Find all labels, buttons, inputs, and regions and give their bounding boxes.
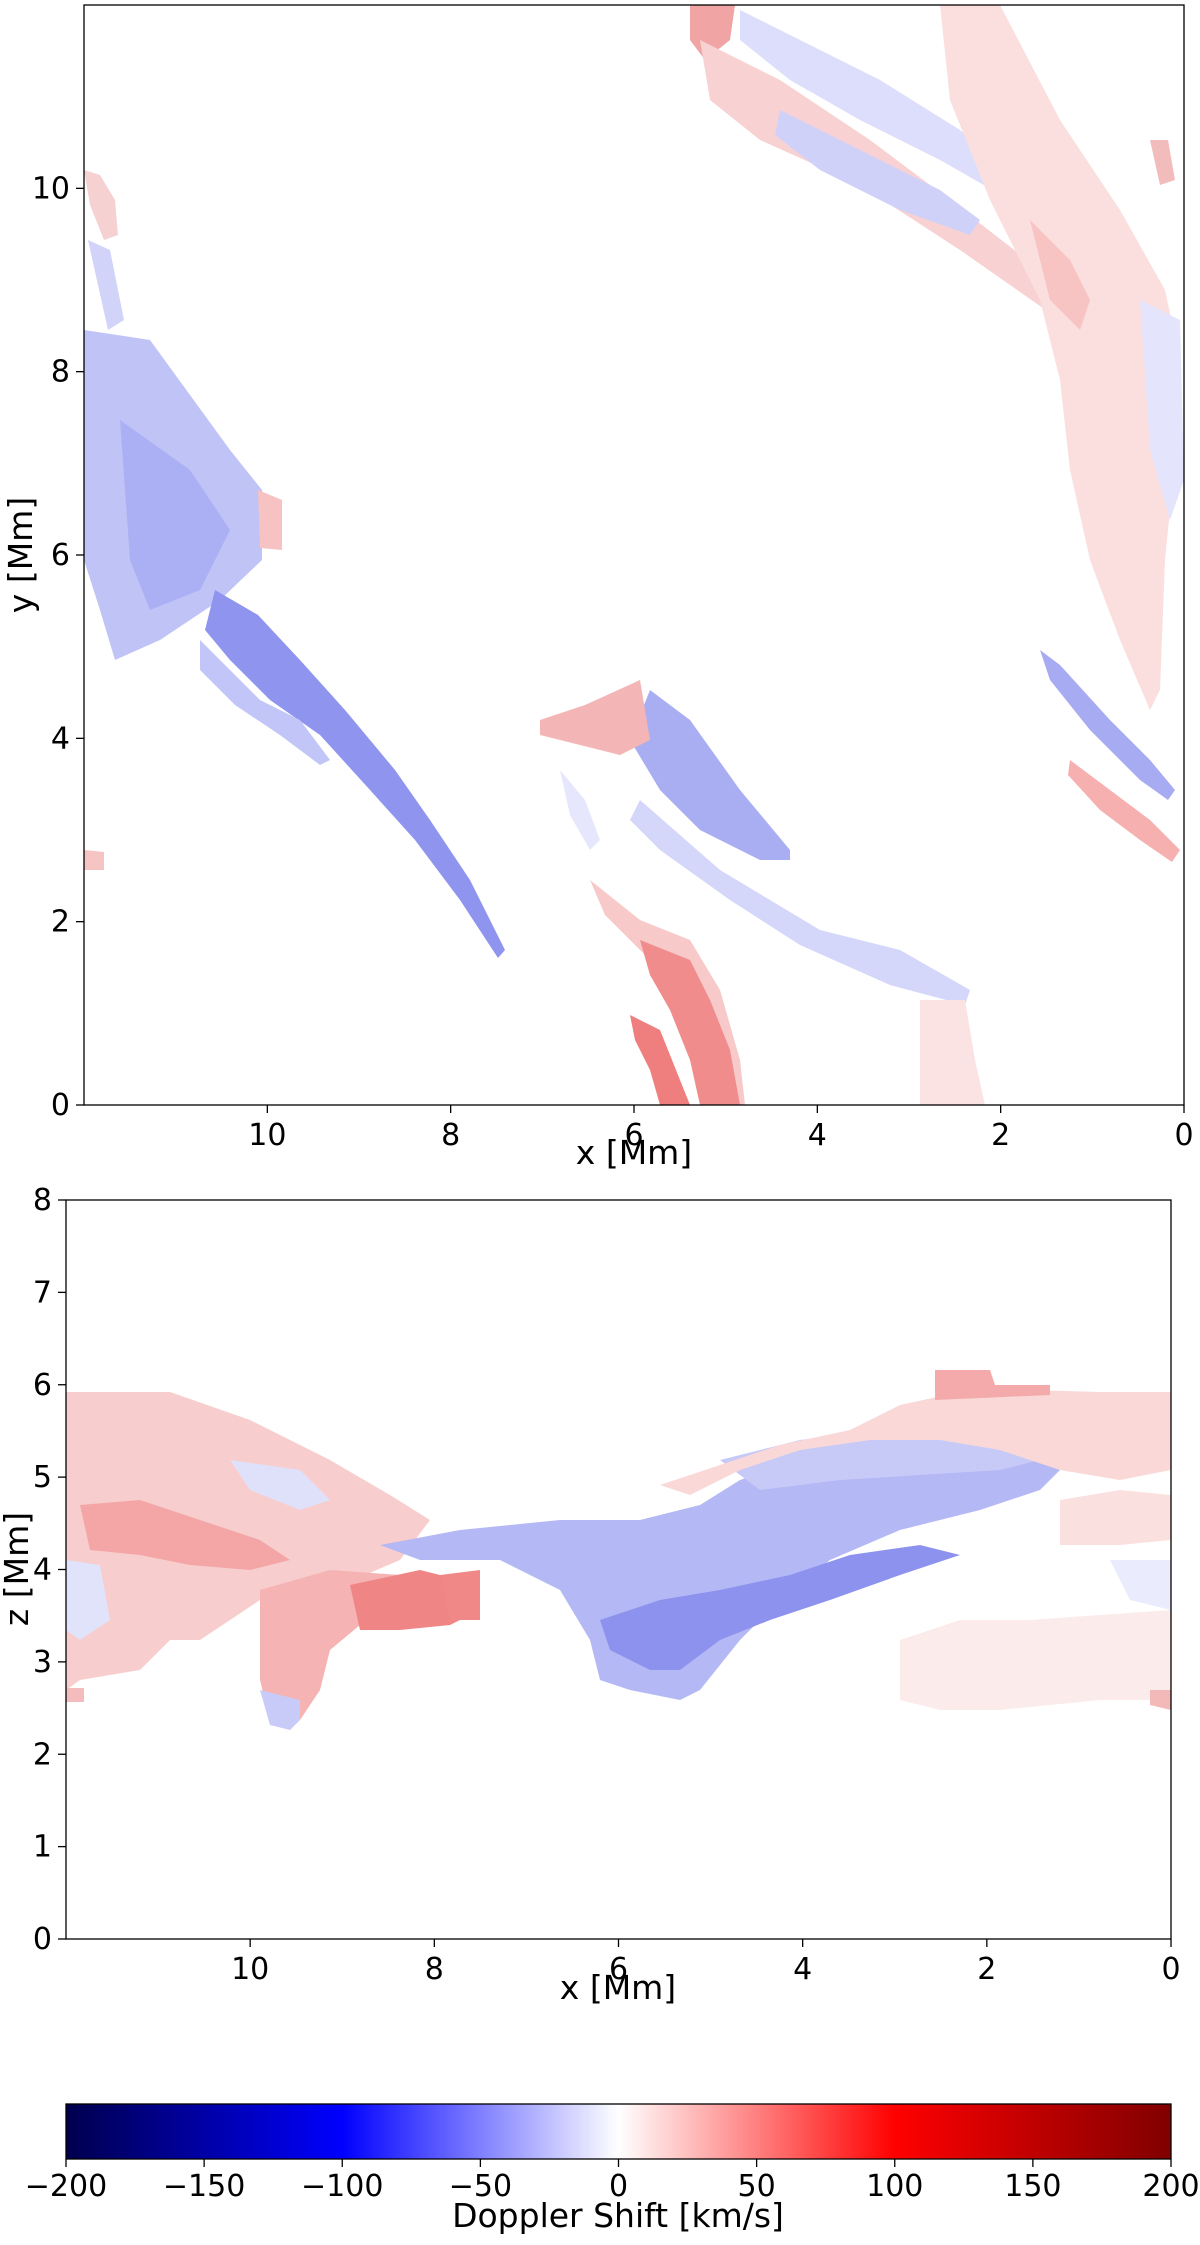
- top-blue-thin-right: [1040, 650, 1175, 800]
- x-tick-label: 6: [624, 1118, 643, 1153]
- top-red-dots-left: [84, 170, 118, 240]
- top-red-patch: [540, 680, 650, 755]
- colorbar-tick-label: 200: [1142, 2169, 1199, 2204]
- bottom-blue-left-bits: [230, 1460, 330, 1510]
- bottom-red-top-cap: [935, 1370, 1050, 1400]
- colorbar-gradient: [65, 2103, 1172, 2160]
- y-tick-label: 1: [33, 1830, 52, 1865]
- top-blue-streak: [205, 590, 505, 958]
- colorbar-tick-label: 150: [1004, 2169, 1061, 2204]
- bottom-heatmap: [66, 1370, 1171, 1730]
- colorbar-tick-label: −150: [163, 2169, 245, 2204]
- top-blue-strand-upper: [740, 10, 1020, 200]
- bottom-x-ticks: 10 8 6 4 2 0: [231, 1939, 1181, 1987]
- top-blue-center-tail2: [560, 770, 600, 850]
- x-tick-label: 4: [808, 1118, 827, 1153]
- bottom-blue-faint-right: [1110, 1560, 1171, 1610]
- x-tick-label: 2: [991, 1118, 1010, 1153]
- colorbar-label: Doppler Shift [km/s]: [452, 2196, 784, 2235]
- x-tick-label: 2: [977, 1952, 996, 1987]
- top-red-edge-left: [84, 850, 104, 870]
- y-tick-label: 4: [33, 1553, 52, 1588]
- bottom-x-axis-label: x [Mm]: [560, 1968, 676, 2007]
- top-x-axis-label: x [Mm]: [576, 1133, 692, 1172]
- bottom-red-core-left: [80, 1500, 290, 1570]
- y-tick-label: 10: [32, 171, 70, 206]
- y-tick-label: 0: [51, 1088, 70, 1123]
- x-tick-label: 10: [248, 1118, 286, 1153]
- y-tick-label: 4: [51, 721, 70, 756]
- x-tick-label: 6: [609, 1952, 628, 1987]
- bottom-y-axis-label: z [Mm]: [0, 1512, 36, 1626]
- y-tick-label: 8: [33, 1183, 52, 1218]
- y-tick-label: 5: [33, 1460, 52, 1495]
- top-x-ticks: 10 8 6 4 2 0: [248, 1105, 1194, 1153]
- bottom-y-ticks: 0 1 2 3 4 5 6 7 8: [33, 1183, 66, 1957]
- top-blue-streak-light: [200, 640, 330, 765]
- x-tick-label: 8: [425, 1952, 444, 1987]
- x-tick-label: 10: [231, 1952, 269, 1987]
- top-red-corner-right: [1150, 140, 1175, 185]
- bottom-red-edge-right: [1150, 1690, 1171, 1710]
- bottom-blue-clump-low: [260, 1690, 300, 1730]
- y-tick-label: 0: [33, 1922, 52, 1957]
- top-red-strand-right-core: [1030, 220, 1090, 330]
- x-tick-label: 4: [793, 1952, 812, 1987]
- y-tick-label: 6: [51, 538, 70, 573]
- top-blue-left-thin: [88, 240, 124, 330]
- top-y-ticks: 0 2 4 6 8 10: [32, 171, 84, 1123]
- top-blue-center: [630, 690, 790, 860]
- bottom-panel: 10 8 6 4 2 0 0 1 2 3 4 5 6 7 8 x [Mm] z [Mm]: [0, 1183, 1181, 2007]
- bottom-red-right-lower: [1060, 1490, 1171, 1545]
- y-tick-label: 2: [33, 1737, 52, 1772]
- bottom-blue-sheet: [380, 1435, 1060, 1700]
- colorbar-tick-label: 50: [738, 2169, 776, 2204]
- top-red-footpoint: [640, 940, 740, 1105]
- y-tick-label: 2: [51, 905, 70, 940]
- top-heatmap: [84, 5, 1184, 1105]
- colorbar-tick-label: −50: [449, 2169, 512, 2204]
- top-red-bottom-right: [920, 1000, 985, 1105]
- colorbar-ticks: −200 −150 −100 −50 0 50 100 150 200: [25, 2159, 1200, 2204]
- colorbar-tick-label: 100: [866, 2169, 923, 2204]
- colorbar-tick-label: −100: [301, 2169, 383, 2204]
- y-tick-label: 8: [51, 355, 70, 390]
- top-red-small-left: [258, 490, 282, 550]
- colorbar-tick-label: 0: [609, 2169, 628, 2204]
- top-blue-strand-upper2: [775, 110, 980, 235]
- x-tick-label: 0: [1161, 1952, 1180, 1987]
- x-tick-label: 8: [441, 1118, 460, 1153]
- top-red-thin-right: [1068, 760, 1180, 862]
- top-blue-strand-right: [1140, 300, 1184, 520]
- top-blue-center-tail: [630, 800, 970, 1005]
- bottom-red-faint-lower-right: [900, 1610, 1171, 1710]
- bottom-red-top-band: [660, 1390, 1171, 1495]
- x-tick-label: 0: [1174, 1118, 1193, 1153]
- top-red-footpoint-left: [630, 1015, 690, 1105]
- top-panel: 10 8 6 4 2 0 0 2 4 6 8 10 x [Mm] y [Mm]: [1, 4, 1194, 1172]
- colorbar-tick-label: −200: [25, 2169, 107, 2204]
- top-blue-lobe-core: [120, 420, 230, 610]
- bottom-red-clump-right: [440, 1570, 480, 1620]
- bottom-red-edge-left: [66, 1688, 84, 1702]
- top-y-axis-label: y [Mm]: [1, 497, 40, 613]
- y-tick-label: 6: [33, 1368, 52, 1403]
- colorbar: −200 −150 −100 −50 0 50 100 150 200 Doppler Shif…: [25, 2103, 1200, 2235]
- bottom-blue-sheet-core: [600, 1545, 960, 1670]
- bottom-blue-faint-left: [66, 1560, 110, 1640]
- y-tick-label: 3: [33, 1645, 52, 1680]
- y-tick-label: 7: [33, 1275, 52, 1310]
- top-red-strand-right: [940, 5, 1180, 710]
